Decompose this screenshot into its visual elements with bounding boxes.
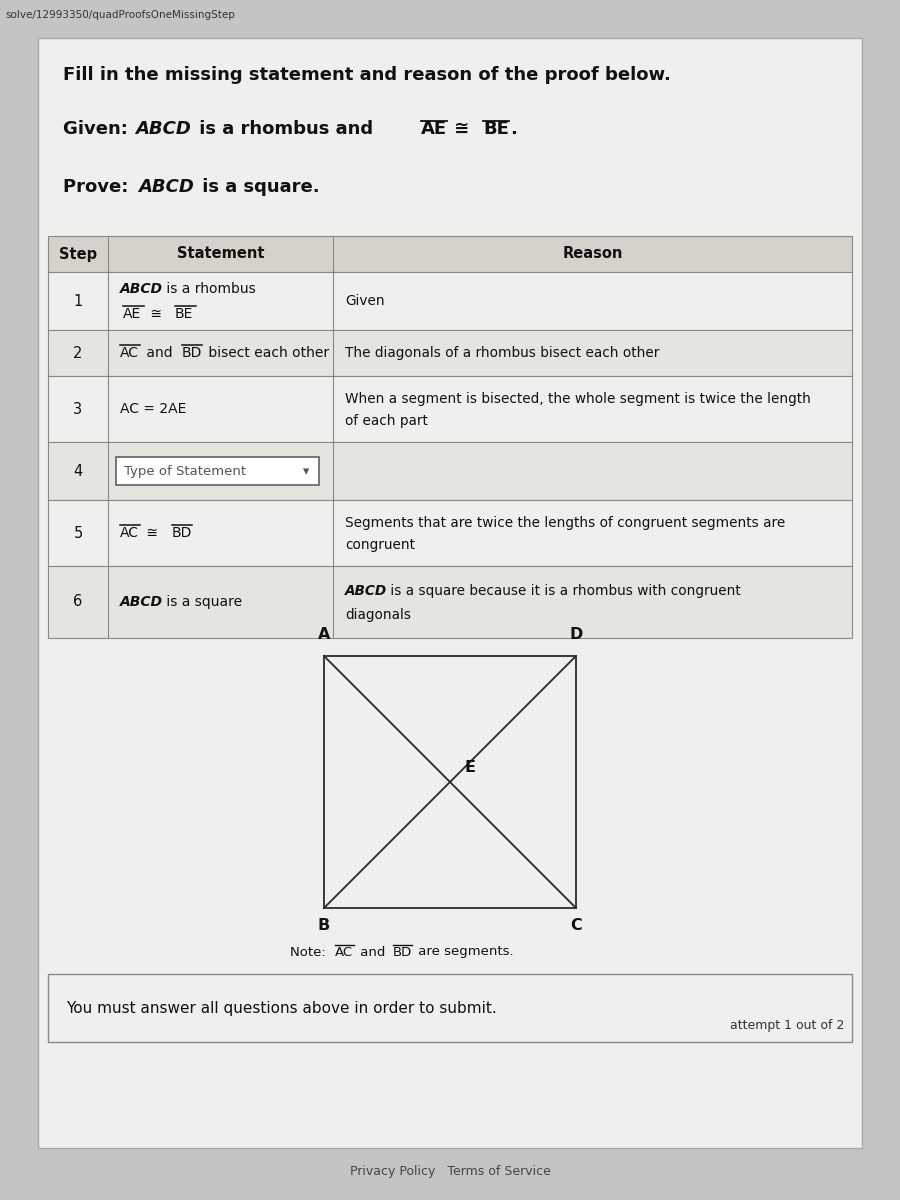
Text: BE: BE xyxy=(175,307,194,320)
Text: is a square because it is a rhombus with congruent: is a square because it is a rhombus with… xyxy=(386,584,741,599)
Text: Fill in the missing statement and reason of the proof below.: Fill in the missing statement and reason… xyxy=(63,66,670,84)
Text: Privacy Policy   Terms of Service: Privacy Policy Terms of Service xyxy=(349,1165,551,1178)
Bar xyxy=(48,974,852,1042)
Text: Segments that are twice the lengths of congruent segments are: Segments that are twice the lengths of c… xyxy=(345,516,785,530)
Text: Note:: Note: xyxy=(290,946,330,959)
Text: ABCD: ABCD xyxy=(135,120,191,138)
Text: ≅: ≅ xyxy=(142,526,162,540)
Text: AC = 2AE: AC = 2AE xyxy=(120,402,186,416)
Text: Statement: Statement xyxy=(176,246,265,262)
Text: ≅: ≅ xyxy=(146,307,166,320)
Text: and: and xyxy=(356,946,390,959)
Text: ABCD: ABCD xyxy=(120,595,163,608)
Text: E: E xyxy=(465,760,476,774)
Text: Step: Step xyxy=(58,246,97,262)
Text: BE: BE xyxy=(483,120,508,138)
Text: When a segment is bisected, the whole segment is twice the length: When a segment is bisected, the whole se… xyxy=(345,392,811,406)
Text: 5: 5 xyxy=(74,526,83,540)
Text: The diagonals of a rhombus bisect each other: The diagonals of a rhombus bisect each o… xyxy=(345,346,660,360)
Text: is a rhombus: is a rhombus xyxy=(162,282,256,296)
Text: Reason: Reason xyxy=(562,246,623,262)
Text: ABCD: ABCD xyxy=(120,282,163,296)
Text: 1: 1 xyxy=(74,294,83,308)
Bar xyxy=(48,566,852,638)
Text: BD: BD xyxy=(393,946,412,959)
Bar xyxy=(48,330,852,376)
Text: 3: 3 xyxy=(74,402,83,416)
Text: is a rhombus and: is a rhombus and xyxy=(193,120,380,138)
Text: 2: 2 xyxy=(73,346,83,360)
Text: AC: AC xyxy=(335,946,353,959)
Text: AC: AC xyxy=(120,346,139,360)
Text: bisect each other: bisect each other xyxy=(204,346,329,360)
Text: diagonals: diagonals xyxy=(345,608,411,622)
Text: ABCD: ABCD xyxy=(345,584,387,599)
Text: Type of Statement: Type of Statement xyxy=(124,464,246,478)
Text: attempt 1 out of 2: attempt 1 out of 2 xyxy=(730,1019,844,1032)
Text: are segments.: are segments. xyxy=(414,946,514,959)
Text: congruent: congruent xyxy=(345,538,415,552)
Text: solve/12993350/quadProofsOneMissingStep: solve/12993350/quadProofsOneMissingStep xyxy=(5,10,235,20)
Text: and: and xyxy=(142,346,177,360)
Bar xyxy=(48,236,852,272)
Text: C: C xyxy=(570,918,582,934)
Text: ≅: ≅ xyxy=(448,120,475,138)
Text: AC: AC xyxy=(120,526,139,540)
Bar xyxy=(48,272,852,330)
Bar xyxy=(48,376,852,442)
Text: 4: 4 xyxy=(74,463,83,479)
Text: ABCD: ABCD xyxy=(138,178,194,196)
Text: BD: BD xyxy=(172,526,193,540)
Bar xyxy=(116,457,319,485)
Text: AE: AE xyxy=(421,120,447,138)
Text: A: A xyxy=(318,626,330,642)
Text: Given:: Given: xyxy=(63,120,134,138)
Text: Prove:: Prove: xyxy=(63,178,135,196)
Text: of each part: of each part xyxy=(345,414,427,428)
Bar xyxy=(48,442,852,500)
Text: ▾: ▾ xyxy=(303,466,310,479)
Text: .: . xyxy=(510,120,517,138)
Text: D: D xyxy=(570,626,582,642)
Text: is a square: is a square xyxy=(162,595,242,608)
Text: BD: BD xyxy=(182,346,202,360)
Text: Given: Given xyxy=(345,294,384,308)
Text: 6: 6 xyxy=(74,594,83,610)
Text: B: B xyxy=(318,918,330,934)
Text: is a square.: is a square. xyxy=(196,178,320,196)
Text: You must answer all questions above in order to submit.: You must answer all questions above in o… xyxy=(66,1001,497,1015)
Bar xyxy=(48,500,852,566)
Text: AE: AE xyxy=(123,307,141,320)
